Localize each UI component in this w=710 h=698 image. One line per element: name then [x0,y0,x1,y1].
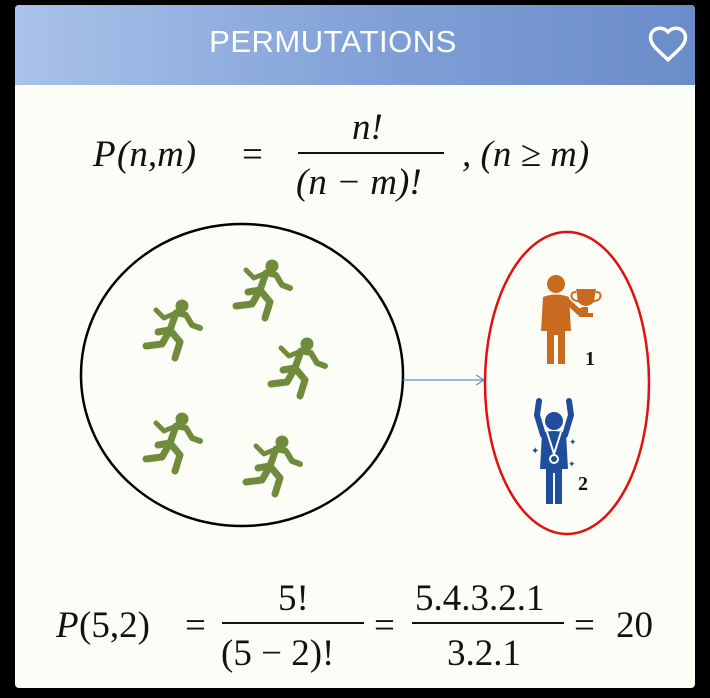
running-person-icon [271,338,325,396]
selection-diagram: 1 ✦ ✦ ✦ 2 [79,222,651,536]
general-lhs-func: P [93,134,116,175]
general-numerator: n! [352,107,383,148]
candidate-pool-circle [79,222,405,528]
example-fraction-bar-2 [412,622,564,624]
example-lhs-func: P [56,605,79,646]
winner-1-label: 1 [585,348,595,370]
running-person-icon [146,300,200,358]
general-equals: = [242,134,263,175]
example-equals-1: = [185,605,206,646]
example-fraction-bar-1 [222,622,364,624]
example-equals-2: = [374,605,395,646]
svg-text:✦: ✦ [531,446,539,457]
running-person-icon [246,436,300,494]
svg-text:✦: ✦ [568,460,576,470]
heart-outline-icon[interactable] [647,23,689,65]
svg-text:✦: ✦ [569,438,577,448]
example-frac2-denominator: 3.2.1 [447,633,521,674]
general-condition: , (n ≥ m) [462,134,590,175]
card-header: PERMUTATIONS [15,5,695,85]
general-lhs-args: (n,m) [117,134,197,175]
example-frac2-numerator: 5.4.3.2.1 [415,578,545,619]
card-title: PERMUTATIONS [209,24,457,59]
winner-2-label: 2 [578,473,588,495]
runner-group [146,260,325,494]
example-frac1-denominator: (5 − 2)! [221,633,335,674]
running-person-icon [146,413,200,471]
example-result: 20 [616,605,653,646]
running-person-icon [236,260,290,318]
person-medal-icon: ✦ ✦ ✦ [531,398,577,504]
general-denominator: (n − m)! [296,162,422,203]
example-lhs-args: (5,2) [79,605,150,646]
selected-winners-ellipse [483,230,651,536]
person-trophy-icon [541,275,602,364]
example-frac1-numerator: 5! [278,578,309,619]
permutation-card: PERMUTATIONS P (n,m) = n! (n − m)! , (n … [15,5,695,688]
example-equals-3: = [574,605,595,646]
general-fraction-bar [298,152,444,154]
